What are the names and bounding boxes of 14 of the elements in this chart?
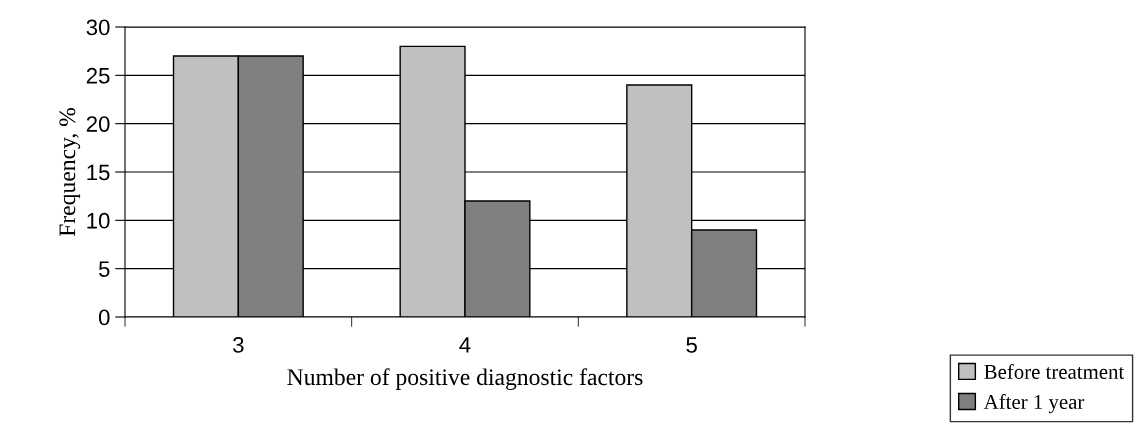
legend-label: After 1 year [983, 394, 1085, 414]
y-tick-label: 30 [86, 19, 110, 36]
x-tick-label: 3 [233, 337, 244, 353]
x-tick-label: 4 [459, 337, 471, 353]
y-axis-title: Frequency, % [59, 108, 81, 237]
y-tick-label: 20 [86, 116, 110, 132]
x-tick-label: 5 [686, 337, 697, 353]
x-axis-title: Number of positive diagnostic factors [287, 368, 643, 390]
y-tick-label: 15 [87, 164, 110, 181]
legend-label: Before treatment [984, 364, 1125, 379]
y-tick-label: 5 [98, 261, 110, 277]
y-tick-label: 10 [87, 212, 110, 229]
y-tick-label: 25 [86, 67, 110, 84]
y-tick-label: 0 [98, 309, 110, 326]
